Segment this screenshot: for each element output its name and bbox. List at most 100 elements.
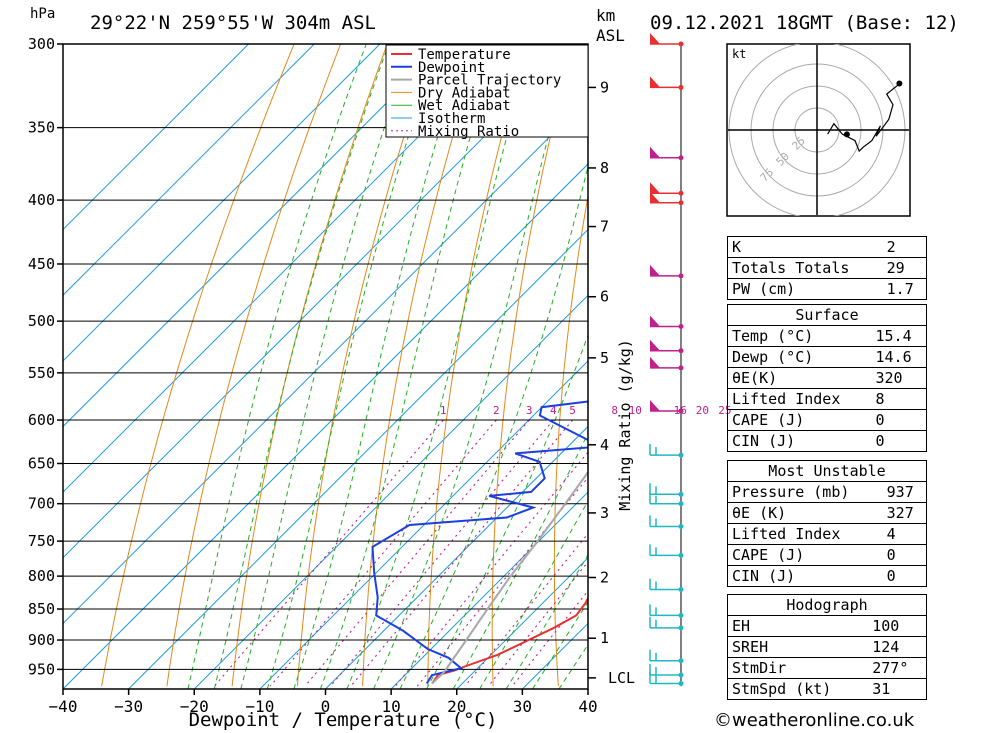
wind-pennant [650, 76, 660, 88]
pressure-label: 300 [28, 35, 55, 53]
location-title: 29°22'N 259°55'W 304m ASL [90, 12, 376, 34]
index-label: CIN (J) [727, 430, 872, 452]
index-value: 0 [882, 565, 927, 587]
dry-adiabat-line [101, 44, 295, 687]
dry-adiabat-line [166, 44, 342, 687]
hodograph-title: Hodograph [727, 594, 927, 616]
index-value: 124 [868, 636, 928, 658]
wind-barb [649, 672, 684, 686]
index-row: PW (cm) 1.7 [726, 278, 927, 300]
index-value: 31 [868, 678, 928, 700]
index-label: θE(K) [727, 367, 872, 389]
dry-adiabat-line [427, 44, 528, 687]
legend-label: Parcel Trajectory [418, 73, 561, 89]
wind-barb [649, 616, 684, 631]
index-label: Lifted Index [726, 523, 883, 545]
wind-barb [649, 544, 684, 558]
mixing-ratio-line [213, 419, 444, 687]
hodograph-unit: kt [732, 47, 746, 61]
isotherm-line [63, 44, 315, 296]
temperature-tick-label: 10 [381, 697, 400, 716]
index-value: 100 [868, 615, 928, 637]
mixing-ratio-axis-label: Mixing Ratio (g/kg) [616, 339, 634, 511]
legend-box [385, 44, 589, 138]
temperature-tick-label: 40 [578, 697, 597, 716]
wind-barb [650, 399, 684, 414]
wind-barb [649, 649, 684, 664]
pressure-label: 400 [28, 191, 55, 209]
index-value: 15.4 [871, 325, 927, 347]
index-value: 2 [882, 236, 927, 258]
wind-barb [650, 315, 684, 330]
wind-barb [649, 578, 684, 593]
wet-adiabat-line [399, 164, 588, 689]
wind-barb [649, 664, 684, 678]
index-label: K [726, 236, 883, 258]
index-value: 8 [871, 388, 927, 410]
index-label: EH [727, 615, 869, 637]
mixing-ratio-label: 1 [440, 404, 447, 417]
index-value: 937 [882, 481, 927, 503]
x-axis-label: Dewpoint / Temperature (°C) [189, 709, 498, 731]
dry-adiabat-line [941, 44, 1000, 686]
index-label: CAPE (J) [726, 544, 883, 566]
wind-pennant [650, 146, 660, 158]
index-label: Pressure (mb) [726, 481, 883, 503]
mixing-ratio-label: 4 [550, 404, 557, 417]
altitude-label: 1 [600, 629, 609, 647]
wind-barb [650, 182, 684, 196]
dry-adiabat-line [990, 44, 1000, 686]
wet-adiabat-line [187, 44, 367, 689]
wind-barbs [649, 33, 684, 687]
dry-adiabat-line [231, 44, 388, 687]
pressure-label: 750 [28, 532, 55, 550]
isotherm-line [128, 228, 588, 689]
index-row: Totals Totals 29 [726, 257, 927, 279]
isotherm-line [193, 294, 588, 689]
legend-label: Isotherm [418, 111, 485, 127]
wind-barb [650, 356, 684, 371]
isotherm-line [390, 491, 588, 689]
surface-title: Surface [727, 304, 927, 326]
pressure-label: 500 [28, 312, 55, 330]
dry-adiabat-line [491, 44, 574, 687]
surface-table: Surface Temp (°C) 15.4 Dewp (°C) 14.6 θE(K… [727, 304, 927, 452]
wind-pennant [650, 315, 660, 327]
index-value: 0 [882, 544, 927, 566]
index-value: 1.7 [882, 278, 927, 300]
wind-barb [650, 264, 684, 279]
altitude-label: 5 [600, 349, 609, 367]
pressure-label: 900 [28, 631, 55, 649]
hpa-unit-label: hPa [30, 6, 56, 22]
pressure-label: 450 [28, 255, 55, 273]
index-label: CAPE (J) [727, 409, 872, 431]
mixing-ratio-label: 8 [611, 404, 618, 417]
wind-barb [650, 76, 684, 90]
isotherm-line [259, 360, 588, 689]
wind-barb [649, 483, 684, 497]
altitude-label: 8 [600, 159, 609, 177]
isotherm-line [63, 44, 381, 362]
wind-pennant [650, 356, 660, 368]
datetime-label: 09.12.2021 18GMT (Base: 12) [650, 12, 959, 34]
temperature-tick-label: −40 [49, 697, 78, 716]
asl-label: ASL [596, 26, 625, 45]
isotherm-line [63, 44, 512, 493]
most-unstable-title: Most Unstable [727, 460, 927, 482]
index-value: 327 [882, 502, 927, 524]
wet-adiabat-line [240, 44, 414, 689]
mixing-ratio-line [394, 451, 588, 687]
legend-label: Temperature [418, 47, 511, 63]
temperature-line [431, 595, 588, 685]
altitude-label: LCL [608, 669, 635, 687]
isotherm-line [63, 44, 249, 231]
index-label: Totals Totals [726, 257, 883, 279]
wind-pennant [650, 191, 660, 203]
wind-barb [650, 33, 684, 47]
storm-motion-dot [843, 131, 850, 138]
dry-adiabat-line [362, 44, 481, 687]
